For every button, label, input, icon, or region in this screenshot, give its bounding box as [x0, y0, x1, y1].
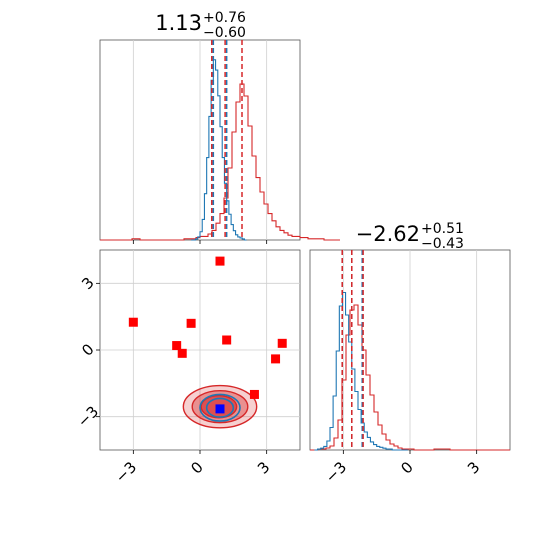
hist-x2-title-median: −2.62	[356, 222, 420, 246]
hist-x2-blue-step	[314, 291, 408, 451]
hist-x1-layer	[100, 40, 340, 241]
hist-x1-title-median: 1.13	[155, 11, 202, 35]
hist-x1-red-step	[100, 83, 340, 241]
red-marker-3	[222, 335, 232, 345]
panel-hist-x1: 1.13 +0.76 −0.60	[99, 10, 340, 241]
red-marker-4	[172, 341, 182, 351]
hist-x2-title-plus: +0.51	[421, 221, 464, 237]
hist-x2-red-step	[310, 304, 510, 451]
hist-x1-blue-step	[191, 59, 247, 241]
hist-x1-title-plus: +0.76	[203, 10, 246, 26]
scatter-xtick-label-1: 0	[187, 458, 206, 477]
hist-x2-xtick-label-1: 0	[397, 458, 416, 477]
red-marker-2	[186, 318, 196, 328]
hist-x2-title-minus: −0.43	[421, 236, 464, 252]
red-marker-6	[277, 338, 287, 348]
red-marker-1	[128, 317, 138, 327]
scatter-layer	[100, 250, 300, 450]
blue-contour-1	[205, 397, 235, 418]
scatter-ytick-label-1: 0	[78, 340, 97, 359]
panel-hist-x2: −2.62 +0.51 −0.43	[309, 221, 511, 451]
panel-scatter-x1-x2	[99, 249, 301, 451]
scatter-ytick-label-2: 3	[78, 274, 97, 293]
blue-marker	[215, 404, 225, 414]
scatter-xtick-label-2: 3	[254, 458, 273, 477]
hist-x2-xtick-label-0: −3	[322, 458, 350, 486]
hist-x1-title-minus: −0.60	[203, 25, 246, 41]
red-marker-0	[215, 256, 225, 266]
red-marker-5	[177, 348, 187, 358]
red-marker-8	[249, 389, 259, 399]
red-marker-7	[271, 354, 281, 364]
hist-x2-xtick-label-2: 3	[464, 458, 483, 477]
blue-contour-0	[199, 393, 241, 422]
hist-x2-layer	[310, 250, 510, 451]
scatter-ytick-label-0: −3	[74, 402, 102, 430]
scatter-xtick-label-0: −3	[112, 458, 140, 486]
